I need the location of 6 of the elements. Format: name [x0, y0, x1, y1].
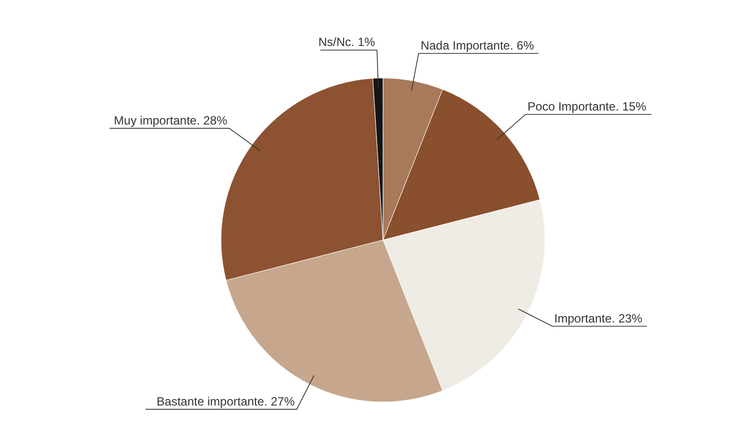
slice-label: Nada Importante. 6% [420, 38, 534, 52]
slice-label: Ns/Nc. 1% [318, 35, 376, 50]
slice-label: Importante. 23% [554, 311, 643, 326]
slice-label: Bastante importante. 27% [156, 394, 296, 408]
slice-label: Muy importante. 28% [114, 113, 228, 128]
slice-label: Poco Importante. 15% [528, 99, 647, 114]
